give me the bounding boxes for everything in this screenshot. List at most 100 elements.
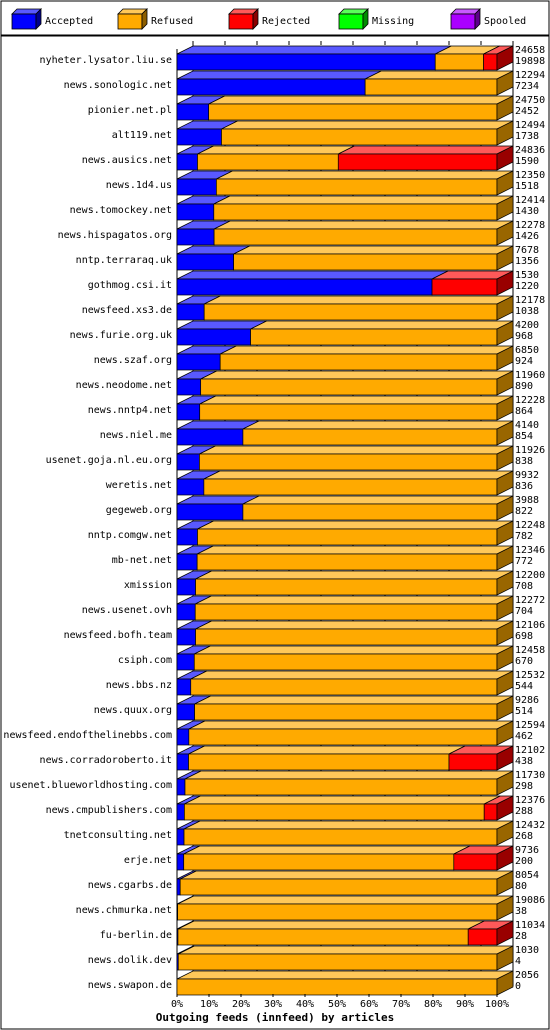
x-axis: 0% 10% 20% 30% 40% 50% 60% 70% 80% 90% 100% [171,994,509,1010]
accepted-count: 838 [515,456,533,467]
bar-end-cap [496,120,514,146]
bar-end-cap [496,745,514,771]
offered-count: 12346 [515,545,545,556]
bar-end-cap [496,45,514,71]
accepted-count: 1590 [515,156,539,167]
bar-row [176,370,514,396]
bar-row [176,520,514,546]
feed-name: news.quux.org [94,705,172,716]
offered-count: 11960 [515,370,545,381]
bar-end-cap [496,770,514,796]
accepted-count: 0 [515,981,521,992]
offered-count: 12106 [515,620,545,631]
x-tick-label: 80% [424,999,442,1010]
bar-segment-refused [200,370,514,396]
bar-end-cap [496,470,514,496]
x-axis-title: Outgoing feeds (innfeed) by articles [156,1011,394,1024]
bar-row [176,45,514,71]
legend-item-spooled: Spooled [450,8,526,30]
accepted-count: 1738 [515,131,539,142]
x-tick-label: 0% [171,999,183,1010]
offered-count: 12458 [515,645,545,656]
x-tick-label: 40% [296,999,314,1010]
bar-segment-refused [177,945,514,971]
accepted-count: 2452 [515,106,539,117]
bar-row [176,245,514,271]
offered-count: 12376 [515,795,545,806]
offered-count: 11926 [515,445,545,456]
accepted-count: 19898 [515,56,545,67]
bar-end-cap [496,870,514,896]
feed-name: newsfeed.endofthelinebbs.com [3,730,172,741]
bar-end-cap [496,845,514,871]
bar-end-cap [496,495,514,521]
bar-segment-accepted [176,220,231,246]
bar-segment-accepted [176,245,250,271]
offered-count: 12272 [515,595,545,606]
bar-end-cap [496,420,514,446]
bar-row [176,570,514,596]
bar-end-cap [496,695,514,721]
accepted-count: 890 [515,381,533,392]
bar-segment-refused [213,220,514,246]
offered-count: 24658 [515,45,545,56]
accepted-count: 822 [515,506,533,517]
offered-count: 3988 [515,495,539,506]
bar-segment-accepted [176,645,211,671]
accepted-count: 782 [515,531,533,542]
bar-row [176,545,514,571]
accepted-count: 1430 [515,206,539,217]
accepted-count: 438 [515,756,533,767]
feed-name: alt119.net [112,130,172,141]
feed-name: news.corradoroberto.it [40,755,172,766]
bar-end-cap [496,895,514,921]
legend-label: Missing [372,16,414,27]
bar-row [176,595,514,621]
legend-item-rejected: Rejected [228,8,310,30]
offered-count: 19086 [515,895,545,906]
bar-end-cap [496,545,514,571]
bar-row [176,745,514,771]
bar-segment-rejected [337,145,514,171]
offered-count: 24836 [515,145,545,156]
bar-segment-refused [194,695,514,721]
offered-count: 9932 [515,470,539,481]
bar-end-cap [496,520,514,546]
bar-end-cap [496,145,514,171]
offered-count: 12494 [515,120,545,131]
bar-segment-refused [199,445,514,471]
bar-segment-accepted [176,70,382,96]
offered-count: 12594 [515,720,545,731]
bar-segment-refused [242,420,514,446]
bar-row [176,470,514,496]
accepted-count: 1518 [515,181,539,192]
bar-segment-refused [195,620,514,646]
x-tick-label: 100% [485,999,509,1010]
feed-name: news.chmurka.net [76,905,172,916]
feed-name: usenet.goja.nl.eu.org [46,455,172,466]
offered-count: 12294 [515,70,545,81]
accepted-count: 864 [515,406,533,417]
bar-segment-accepted [176,520,214,546]
bar-row [176,645,514,671]
bar-row [176,795,514,821]
accepted-count: 268 [515,831,533,842]
legend: Accepted Refused Rejected Missing Spooled [0,0,550,36]
offered-count: 2056 [515,970,539,981]
bar-row [176,420,514,446]
bar-row [176,220,514,246]
bar-end-cap [496,795,514,821]
offered-count: 12414 [515,195,545,206]
accepted-count: 836 [515,481,533,492]
accepted-count: 698 [515,631,533,642]
bar-segment-accepted [176,545,214,571]
bar-end-cap [496,245,514,271]
bar-end-cap [496,70,514,96]
bar-end-cap [496,670,514,696]
offered-count: 4200 [515,320,539,331]
feed-name: erje.net [124,855,172,866]
bar-end-cap [496,220,514,246]
bar-segment-accepted [176,320,267,346]
bar-end-cap [496,645,514,671]
